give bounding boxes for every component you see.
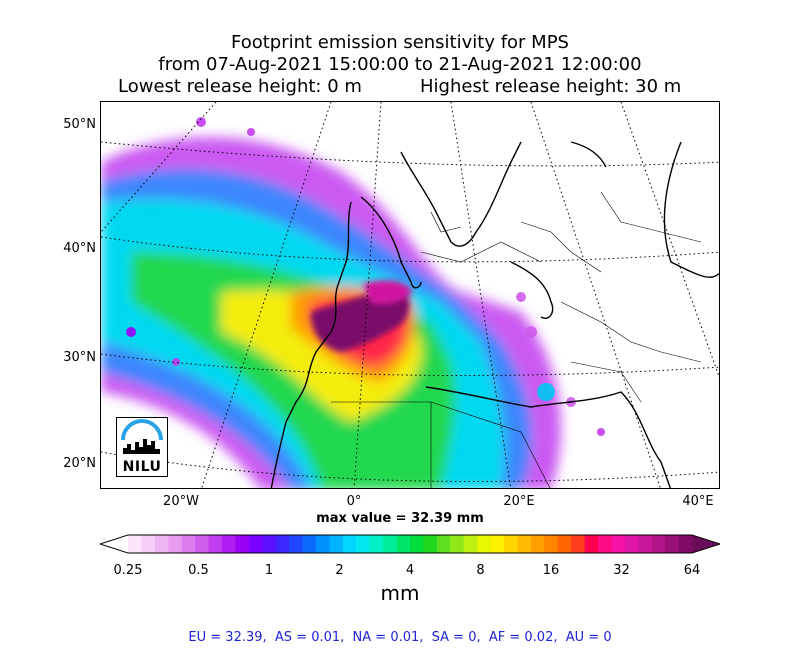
lat-label-30: 30°N <box>63 350 96 365</box>
colorbar-segment <box>450 535 465 553</box>
colorbar-segment <box>557 535 572 553</box>
nilu-arc-skyline-icon <box>121 419 163 454</box>
colorbar-segment <box>463 535 478 553</box>
title-line-2: from 07-Aug-2021 15:00:00 to 21-Aug-2021… <box>158 54 642 75</box>
max-value-text: max value = 32.39 mm <box>316 511 484 526</box>
colorbar-segment <box>423 535 438 553</box>
colorbar-segment <box>624 535 639 553</box>
colorbar-segment <box>544 535 559 553</box>
colorbar-tick-label: 32 <box>613 563 630 578</box>
colorbar-tick-label: 1 <box>264 563 274 578</box>
colorbar-segment <box>235 535 250 553</box>
colorbar-tick-label: 0.5 <box>188 563 209 578</box>
lon-label-0: 0° <box>346 494 362 509</box>
colorbar-extend-low <box>100 535 128 553</box>
colorbar-segment <box>356 535 371 553</box>
colorbar-segment <box>289 535 304 553</box>
logo-text: NILU <box>122 459 162 475</box>
colorbar-segment <box>316 535 331 553</box>
colorbar-segments <box>100 535 720 553</box>
lon-label-20w: 20°W <box>163 494 199 509</box>
unit-label: mm <box>380 581 420 605</box>
colorbar-tick-label: 4 <box>405 563 415 578</box>
graticule <box>101 102 719 488</box>
colorbar-segment <box>141 535 156 553</box>
lat-label-40: 40°N <box>63 241 96 256</box>
colorbar-segment <box>490 535 505 553</box>
colorbar-segment <box>651 535 666 553</box>
colorbar-segment <box>436 535 451 553</box>
coastlines <box>270 141 719 488</box>
lon-label-40e: 40°E <box>682 494 714 509</box>
colorbar-segment <box>262 535 277 553</box>
colorbar-segment <box>383 535 398 553</box>
plume-core <box>311 280 413 352</box>
colorbar-segment <box>665 535 680 553</box>
colorbar-segment <box>638 535 653 553</box>
lat-label-20: 20°N <box>63 456 96 471</box>
colorbar-segment <box>598 535 613 553</box>
colorbar <box>100 534 720 554</box>
colorbar-segment <box>530 535 545 553</box>
colorbar-tick-label: 16 <box>542 563 560 578</box>
colorbar-tick-label: 2 <box>335 563 344 578</box>
colorbar-segment <box>222 535 237 553</box>
colorbar-segment <box>584 535 599 553</box>
colorbar-segment <box>168 535 183 553</box>
colorbar-segment <box>195 535 210 553</box>
colorbar-segment <box>248 535 263 553</box>
colorbar-tick-label: 64 <box>683 563 701 578</box>
lowest-release-height: Lowest release height: 0 m <box>118 76 362 97</box>
colorbar-segment <box>504 535 519 553</box>
highest-release-height: Highest release height: 30 m <box>420 76 682 97</box>
title-line-1: Footprint emission sensitivity for MPS <box>231 32 569 53</box>
colorbar-segment <box>410 535 425 553</box>
lon-label-20e: 20°E <box>503 494 535 509</box>
colorbar-extend-high <box>692 535 720 553</box>
nilu-logo: NILU <box>116 417 168 477</box>
colorbar-segment <box>477 535 492 553</box>
colorbar-segment <box>128 535 143 553</box>
colorbar-segment <box>208 535 223 553</box>
plume-speckles <box>126 117 605 436</box>
colorbar-tick-label: 8 <box>476 563 485 578</box>
footer-region-values: EU = 32.39, AS = 0.01, NA = 0.01, SA = 0… <box>188 630 612 645</box>
colorbar-segment <box>181 535 196 553</box>
colorbar-segment <box>611 535 626 553</box>
colorbar-tick-label: 0.25 <box>113 563 143 578</box>
map-frame: NILU <box>100 101 720 489</box>
colorbar-segment <box>342 535 357 553</box>
colorbar-segment <box>396 535 411 553</box>
map-plume-svg <box>101 102 719 488</box>
colorbar-segment <box>154 535 169 553</box>
lat-label-50: 50°N <box>63 117 96 132</box>
borders <box>331 191 702 488</box>
colorbar-segment <box>517 535 532 553</box>
colorbar-segment <box>571 535 586 553</box>
colorbar-segment <box>369 535 384 553</box>
colorbar-segment <box>275 535 290 553</box>
colorbar-segment <box>329 535 344 553</box>
colorbar-outline <box>100 534 720 554</box>
colorbar-segment <box>678 535 693 553</box>
colorbar-segment <box>302 535 317 553</box>
plume-core-pink <box>363 280 413 304</box>
